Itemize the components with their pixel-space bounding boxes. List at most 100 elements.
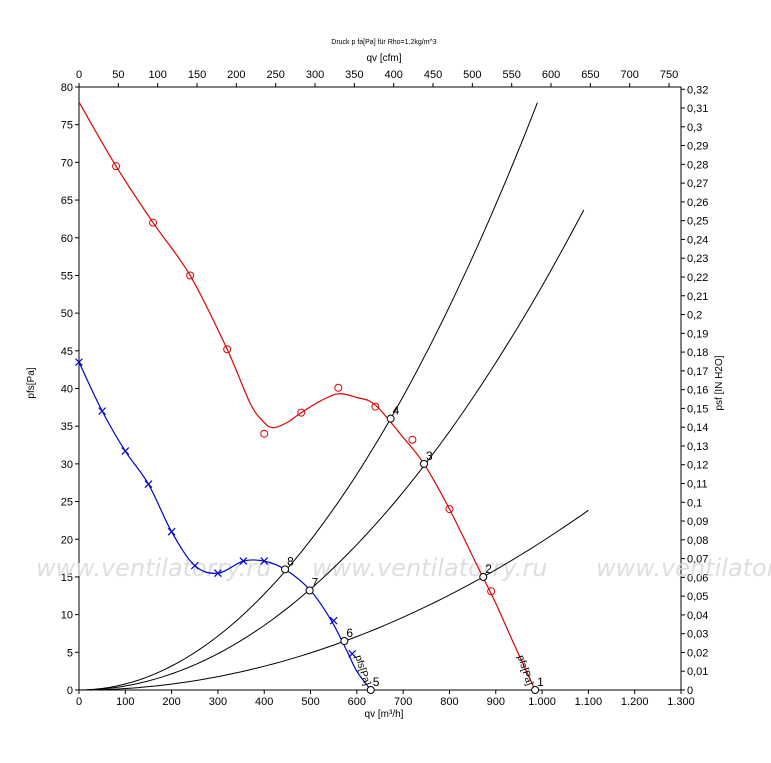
y-tick-label: 50 <box>61 308 73 320</box>
y2-tick-label: 0,07 <box>687 554 708 566</box>
x-tick-label: 600 <box>348 696 366 708</box>
chart-title: Druck p fa[Pa] für Rho=1,2kg/m^3 <box>331 39 437 46</box>
bottom-axis-label: qv [m³/h] <box>365 709 404 720</box>
data-point <box>239 557 248 566</box>
y2-tick-label: 0,29 <box>687 141 708 153</box>
x-tick-label: 800 <box>440 696 458 708</box>
y2-tick-label: 0,24 <box>687 234 708 246</box>
series-label: pfs[Pa] <box>352 654 372 687</box>
data-point <box>487 587 496 596</box>
y2-tick-label: 0,1 <box>687 497 702 509</box>
operating-point-label: 1 <box>537 675 544 689</box>
y2-tick-label: 0,32 <box>687 84 708 96</box>
plot-frame <box>78 86 682 691</box>
data-point <box>75 358 83 367</box>
operating-point <box>386 414 395 423</box>
x2-tick-label: 750 <box>660 69 678 81</box>
y2-tick-label: 0,03 <box>687 629 708 641</box>
right-axis-label: psf [IN H2O] <box>714 355 725 410</box>
y2-tick-label: 0,26 <box>687 197 708 209</box>
watermark-text: www.ventilatorry.ru <box>312 554 548 582</box>
x2-tick-label: 700 <box>621 69 639 81</box>
operating-point-label: 8 <box>287 554 294 568</box>
watermark-text: www.ventilatorry.ru <box>36 554 272 582</box>
watermark: www.ventilatorry.ru www.ventilatorry.ru ww… <box>36 554 771 582</box>
data-point <box>371 402 380 411</box>
y2-tick-label: 0,2 <box>687 310 702 322</box>
y2-tick-label: 0,18 <box>687 347 708 359</box>
data-point <box>297 408 306 417</box>
y-tick-label: 40 <box>61 384 73 396</box>
x2-tick-label: 150 <box>188 69 206 81</box>
y-tick-label: 35 <box>61 421 73 433</box>
x-tick-label: 900 <box>487 696 505 708</box>
y2-tick-label: 0,28 <box>687 159 708 171</box>
data-point <box>121 447 130 455</box>
x-tick-label: 400 <box>255 696 273 708</box>
y2-tick-label: 0,27 <box>687 178 708 190</box>
system-curve <box>78 209 585 691</box>
y-tick-label: 60 <box>61 233 73 245</box>
y2-tick-label: 0,19 <box>687 328 708 340</box>
operating-points: 1 2 3 4 5 6 7 8 <box>281 404 544 694</box>
y2-tick-label: 0,22 <box>687 272 708 284</box>
operating-point <box>305 586 314 595</box>
series-lines: pfs[Pa] pfs[Pa] <box>75 101 536 691</box>
x2-tick-label: 350 <box>345 69 363 81</box>
data-point <box>190 561 199 570</box>
y2-tick-label: 0,04 <box>687 610 708 622</box>
y-tick-label: 0 <box>67 685 73 697</box>
operating-point <box>366 686 375 694</box>
x-tick-label: 0 <box>76 696 82 708</box>
y2-tick-label: 0,16 <box>687 385 708 397</box>
x-tick-label: 200 <box>162 696 180 708</box>
x2-tick-label: 250 <box>267 69 285 81</box>
y-tick-label: 55 <box>61 270 73 282</box>
operating-point <box>340 637 349 646</box>
y-tick-label: 20 <box>61 534 73 546</box>
y2-tick-label: 0,05 <box>687 591 708 603</box>
data-point <box>260 557 269 566</box>
x-tick-label: 300 <box>209 696 227 708</box>
left-axis-label: pfs[Pa] <box>26 367 37 398</box>
x-tick-label: 1.200 <box>621 696 649 708</box>
x2-tick-label: 0 <box>76 69 82 81</box>
axis-ticks: 0 100 200 300 400 500 600 700 800 900 1.000 1.100 1.… <box>61 69 709 708</box>
operating-point-label: 2 <box>485 562 492 576</box>
x2-tick-label: 650 <box>581 69 599 81</box>
system-curve <box>78 102 538 691</box>
operating-point-label: 6 <box>346 626 353 640</box>
y-tick-label: 25 <box>61 497 73 509</box>
x2-tick-label: 400 <box>385 69 403 81</box>
operating-point <box>531 686 540 694</box>
y2-tick-label: 0,23 <box>687 253 708 265</box>
operating-point-label: 7 <box>312 576 319 590</box>
y2-tick-label: 0,31 <box>687 103 708 115</box>
y-tick-label: 30 <box>61 459 73 471</box>
y2-tick-label: 0,06 <box>687 572 708 584</box>
system-curve <box>79 509 589 691</box>
y-tick-label: 80 <box>61 82 73 94</box>
data-point <box>149 218 158 227</box>
y2-tick-label: 0,08 <box>687 535 708 547</box>
y-tick-label: 45 <box>61 346 73 358</box>
y2-tick-label: 0,25 <box>687 216 708 228</box>
operating-point-label: 4 <box>393 404 400 418</box>
operating-point <box>419 459 428 468</box>
x2-tick-label: 550 <box>503 69 521 81</box>
data-point <box>213 569 222 578</box>
x-tick-label: 1.000 <box>528 696 556 708</box>
x-tick-label: 700 <box>394 696 412 708</box>
data-point <box>329 616 338 625</box>
y-tick-label: 65 <box>61 195 73 207</box>
data-point <box>186 271 195 280</box>
data-point <box>167 527 176 536</box>
operating-point <box>479 572 488 581</box>
system-curves <box>78 102 589 691</box>
y2-tick-label: 0,13 <box>687 441 708 453</box>
x-tick-label: 1.100 <box>575 696 603 708</box>
y2-tick-label: 0,11 <box>687 478 708 490</box>
x-tick-label: 1.300 <box>667 696 695 708</box>
x2-tick-label: 50 <box>112 69 124 81</box>
